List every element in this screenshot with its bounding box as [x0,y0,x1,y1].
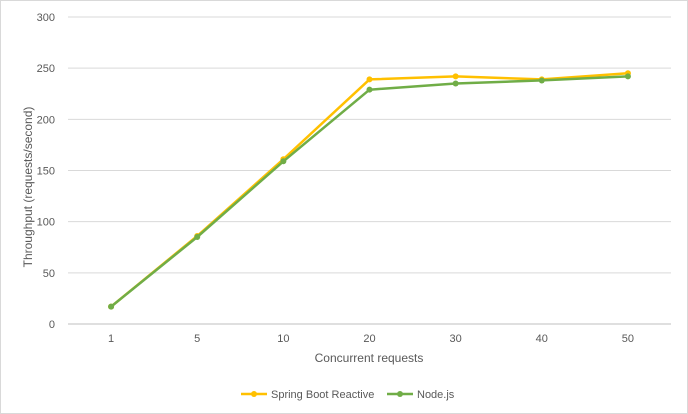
x-tick-label: 5 [194,333,200,345]
y-tick-label: 250 [37,63,55,75]
x-axis-ticks: 1 5 10 20 30 40 50 [108,333,634,345]
data-point [452,73,459,80]
x-tick-label: 10 [277,333,289,345]
y-tick-label: 50 [43,268,55,280]
legend-item: Node.js [387,389,455,401]
series-spring-boot-reactive [108,70,631,310]
y-axis-title: Throughput (requests/second) [21,107,35,268]
series-line [110,75,628,308]
x-tick-label: 40 [536,333,548,345]
x-axis-title: Concurrent requests [315,351,424,365]
series-group [108,70,631,310]
data-point [108,303,115,310]
x-tick-label: 20 [363,333,375,345]
legend-swatch-marker [397,391,403,397]
x-tick-label: 1 [108,333,114,345]
data-point [366,86,373,93]
series-line [110,72,628,308]
y-tick-label: 100 [37,217,55,229]
data-point [452,80,459,87]
data-point [194,234,201,241]
x-tick-label: 50 [622,333,634,345]
legend-label: Node.js [417,389,455,401]
x-tick-label: 30 [450,333,462,345]
y-tick-label: 0 [49,319,55,331]
series-nodejs [108,73,631,310]
data-point [280,158,287,165]
legend: Spring Boot Reactive Node.js [241,389,455,401]
data-point [624,73,631,80]
y-tick-label: 200 [37,114,55,126]
legend-label: Spring Boot Reactive [271,389,374,401]
y-axis-ticks: 0 50 100 150 200 250 300 [37,12,55,331]
gridlines [68,16,671,325]
data-point [538,77,545,84]
legend-swatch-marker [251,391,257,397]
legend-item: Spring Boot Reactive [241,389,374,401]
y-tick-label: 150 [37,166,55,178]
y-tick-label: 300 [37,12,55,24]
data-point [366,76,373,83]
